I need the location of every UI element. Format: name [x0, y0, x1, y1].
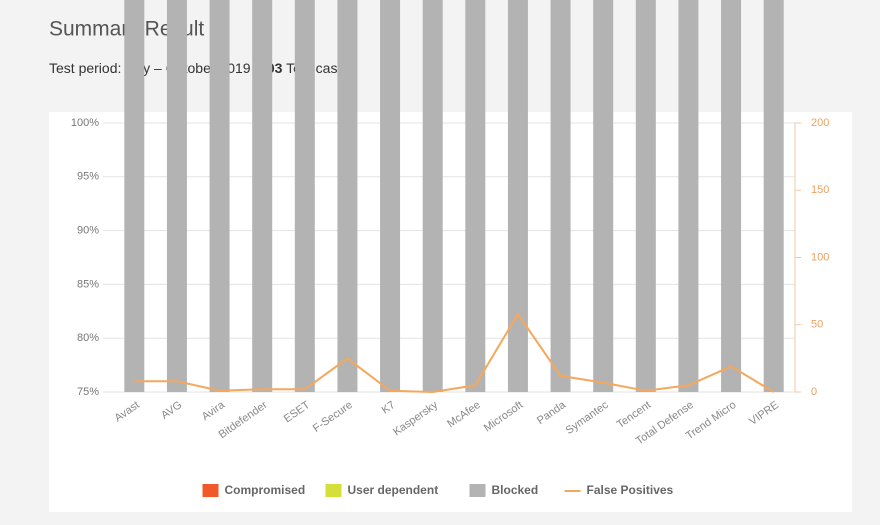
- bar-segment: [507, 0, 528, 392]
- bar-segment: [593, 0, 614, 392]
- bar-segment: [721, 0, 742, 392]
- bar-segment: [252, 0, 273, 393]
- y2-tick-label: 0: [811, 386, 817, 398]
- legend-swatch: [202, 484, 219, 497]
- y-tick-label: 95%: [77, 171, 99, 183]
- bar-segment: [166, 0, 187, 392]
- y2-tick-label: 150: [811, 184, 829, 196]
- y2-tick-label: 100: [811, 251, 829, 263]
- bar-segment: [337, 0, 358, 392]
- legend-label: False Positives: [587, 483, 674, 497]
- bar-segment: [124, 0, 145, 392]
- bar-segment: [550, 0, 571, 393]
- bar-segment: [678, 0, 699, 392]
- y-tick-label: 90%: [77, 225, 99, 237]
- line-series: [134, 312, 775, 394]
- bar-segment: [465, 0, 486, 392]
- legend-label: Blocked: [492, 483, 539, 497]
- y-tick-label: 85%: [77, 278, 99, 290]
- bar-segment: [635, 0, 656, 393]
- y-tick-label: 75%: [77, 386, 99, 398]
- bar-segment: [422, 0, 443, 393]
- bar-segment: [294, 0, 315, 392]
- bar-segment: [209, 0, 230, 392]
- y-tick-label: 100%: [71, 117, 99, 129]
- legend-label: User dependent: [348, 483, 439, 497]
- bar-segment: [380, 0, 401, 392]
- legend-swatch: [325, 484, 342, 497]
- bar-segment: [763, 0, 784, 392]
- y2-tick-label: 50: [811, 319, 823, 331]
- legend-swatch: [469, 484, 486, 497]
- legend-label: Compromised: [225, 483, 306, 497]
- y-tick-label: 80%: [77, 332, 99, 344]
- subtitle-text: Test period: July – October 2019 (: [49, 60, 259, 76]
- y2-tick-label: 200: [811, 117, 829, 129]
